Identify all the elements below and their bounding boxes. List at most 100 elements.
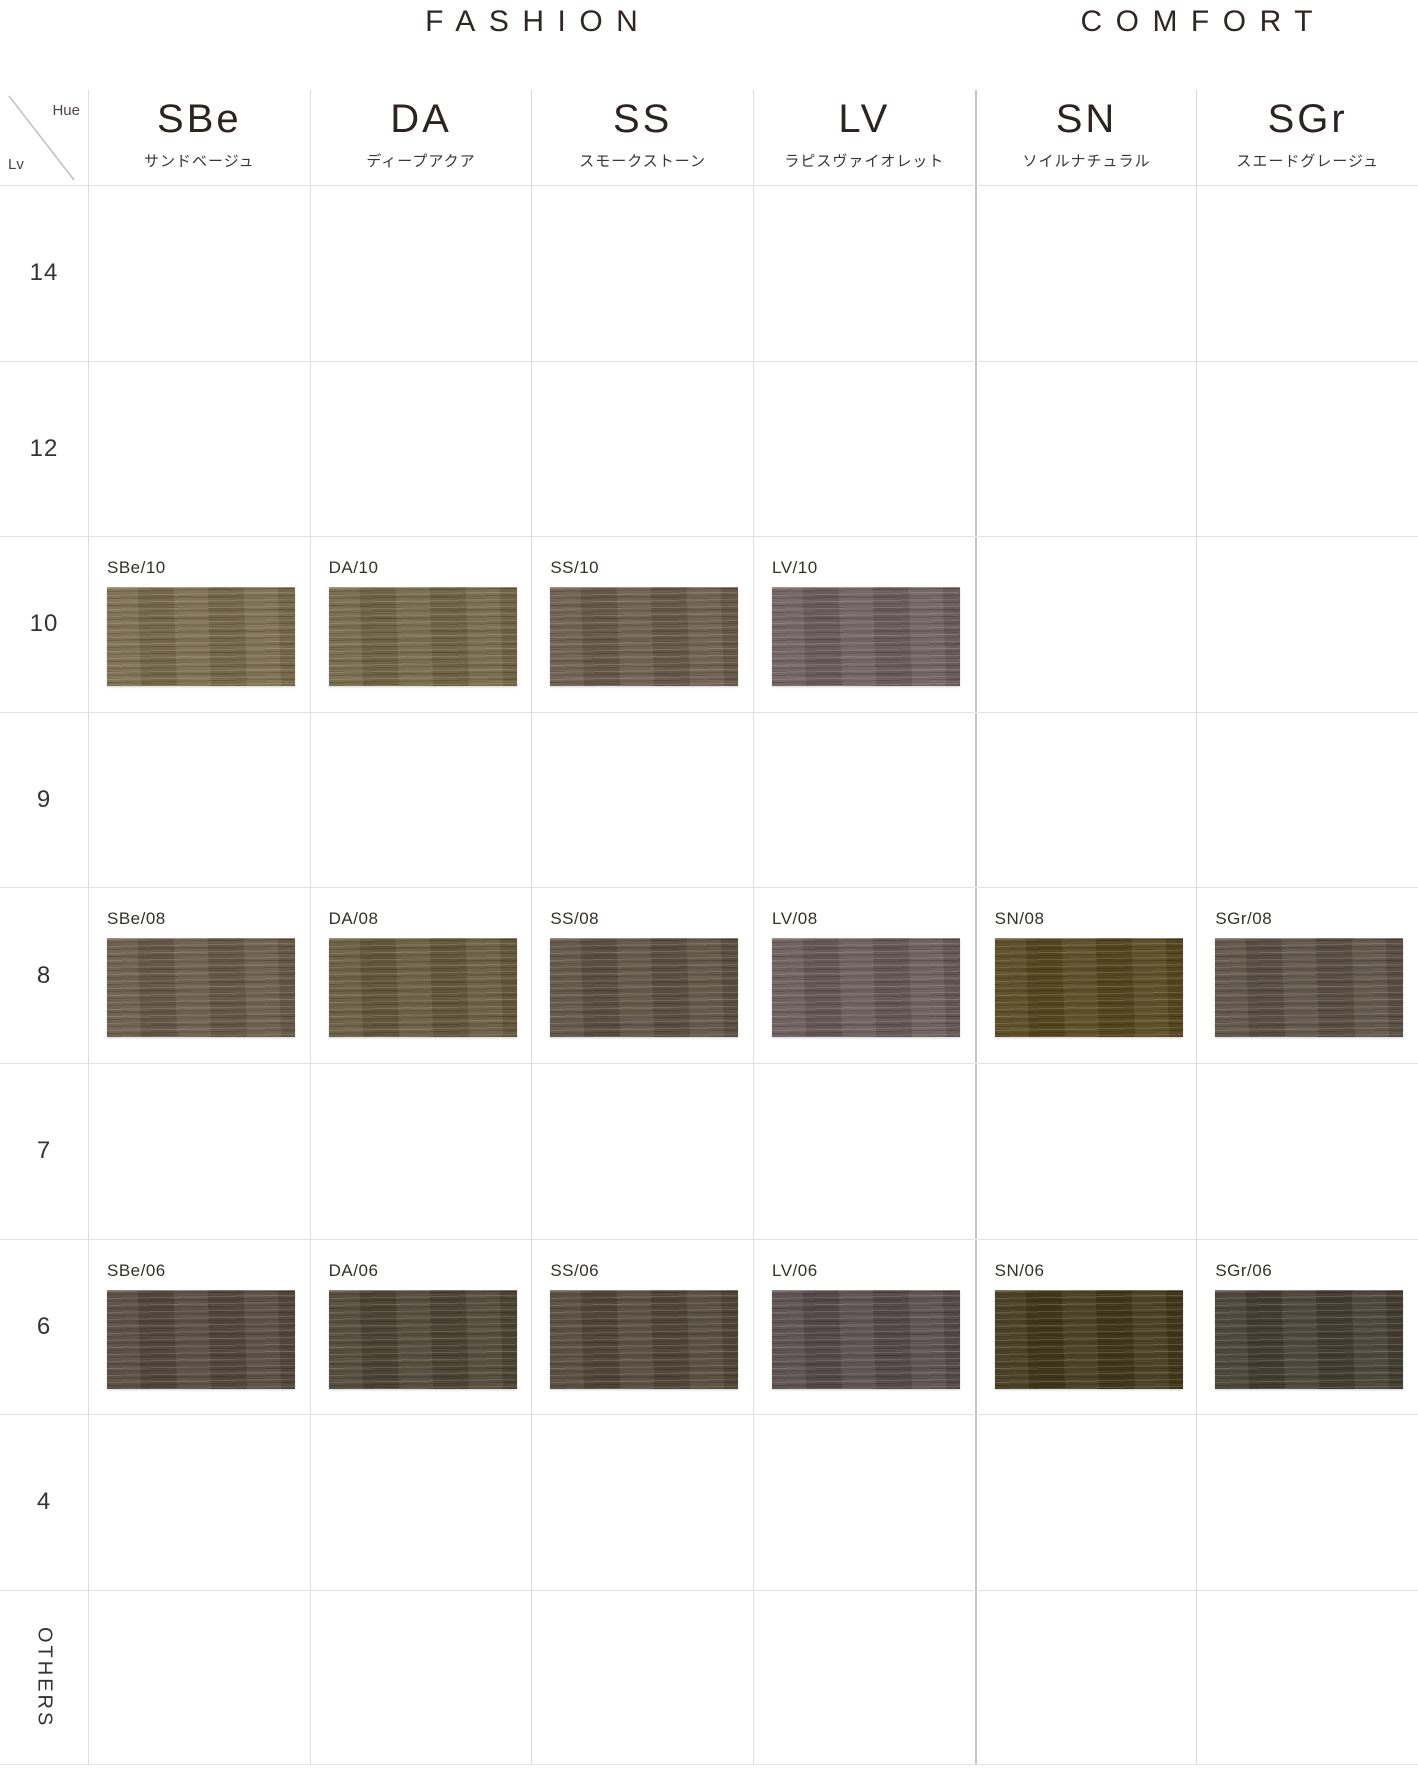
empty-cell: [531, 361, 753, 537]
column-header-sbe: SBe サンドベージュ: [88, 90, 310, 185]
empty-cell: [1196, 537, 1418, 712]
swatch-label: SN/08: [994, 909, 1045, 929]
hair-swatch[interactable]: [550, 587, 739, 687]
hair-swatch[interactable]: [107, 938, 295, 1038]
grid-row-level-6: 6 SBe/06 DA/06 SS/06 LV/06 SN/06 SGr/06: [0, 1238, 1418, 1415]
hair-swatch[interactable]: [994, 938, 1183, 1038]
empty-cell: [88, 1590, 310, 1765]
swatch-cell: SGr/06: [1196, 1239, 1418, 1415]
empty-cell: [974, 537, 1197, 712]
column-header-ss: SS スモークストーン: [531, 90, 753, 185]
empty-cell: [309, 712, 532, 888]
fashion-group-title: FASHION: [425, 5, 652, 38]
swatch-label: SS/10: [550, 558, 600, 578]
level-label: 9: [36, 786, 52, 814]
hair-swatch[interactable]: [1215, 1289, 1404, 1389]
empty-cell: [974, 361, 1197, 537]
hair-swatch[interactable]: [107, 587, 295, 687]
empty-cell: [753, 712, 975, 888]
column-name-ja: スエードグレージュ: [1236, 153, 1379, 170]
column-header-da: DA ディープアクア: [309, 90, 532, 185]
column-code: SS: [612, 97, 673, 141]
hair-swatch[interactable]: [107, 1289, 295, 1389]
empty-cell: [88, 1415, 310, 1590]
empty-cell: [88, 1063, 310, 1239]
empty-cell: [309, 1590, 532, 1765]
empty-cell: [531, 1590, 753, 1765]
empty-cell: [309, 1063, 532, 1239]
level-label: 4: [36, 1488, 52, 1516]
empty-cell: [88, 712, 310, 888]
hair-swatch[interactable]: [1215, 938, 1404, 1038]
swatch-cell: SBe/06: [88, 1239, 310, 1415]
swatch-label: LV/06: [772, 1260, 818, 1280]
hair-swatch[interactable]: [328, 1289, 517, 1389]
empty-cell: [1196, 1063, 1418, 1239]
grid-row-level-others: OTHERS: [0, 1589, 1418, 1766]
hair-swatch[interactable]: [994, 1289, 1183, 1389]
swatch-cell: SBe/10: [88, 537, 310, 712]
lv-axis-label: Lv: [8, 156, 24, 173]
grid-body: 14 12 10 SBe/10 DA/10 SS/10 LV/10 9 8 SBe/08 DA/08…: [0, 185, 1418, 1766]
grid-row-level-12: 12: [0, 360, 1418, 537]
swatch-label: SS/06: [550, 1260, 600, 1280]
swatch-label: SGr/08: [1215, 909, 1273, 929]
empty-cell: [974, 1415, 1197, 1590]
empty-cell: [531, 712, 753, 888]
empty-cell: [531, 186, 753, 361]
empty-cell: [309, 361, 532, 537]
color-grid: Hue Lv SBe サンドベージュ DA ディープアクア SS スモークストー…: [0, 90, 1418, 1766]
swatch-cell: LV/10: [753, 537, 975, 712]
swatch-cell: SS/08: [531, 888, 753, 1063]
hair-swatch[interactable]: [772, 938, 960, 1038]
level-label: 6: [36, 1312, 52, 1340]
grid-row-level-9: 9: [0, 711, 1418, 888]
hair-swatch[interactable]: [328, 587, 517, 687]
swatch-cell: DA/08: [309, 888, 532, 1063]
hue-axis-label: Hue: [52, 102, 80, 119]
hair-swatch[interactable]: [550, 938, 739, 1038]
swatch-label: SS/08: [550, 909, 600, 929]
level-label: 12: [29, 434, 59, 462]
swatch-cell: SS/06: [531, 1239, 753, 1415]
empty-cell: [88, 186, 310, 361]
swatch-label: LV/08: [772, 909, 818, 929]
empty-cell: [753, 186, 975, 361]
swatch-cell: LV/06: [753, 1239, 975, 1415]
swatch-label: SBe/08: [107, 909, 166, 929]
empty-cell: [1196, 361, 1418, 537]
swatch-label: DA/08: [328, 909, 379, 929]
level-label: 7: [36, 1137, 52, 1165]
empty-cell: [974, 712, 1197, 888]
column-code: LV: [838, 97, 891, 141]
grid-row-level-10: 10 SBe/10 DA/10 SS/10 LV/10: [0, 536, 1418, 712]
empty-cell: [974, 186, 1197, 361]
empty-cell: [1196, 712, 1418, 888]
level-label: OTHERS: [33, 1626, 56, 1729]
header-row: Hue Lv SBe サンドベージュ DA ディープアクア SS スモークストー…: [0, 90, 1418, 185]
comfort-group-title: COMFORT: [1080, 5, 1327, 38]
grid-row-level-14: 14: [0, 185, 1418, 361]
column-name-ja: スモークストーン: [579, 153, 707, 170]
hair-swatch[interactable]: [328, 938, 517, 1038]
empty-cell: [753, 361, 975, 537]
empty-cell: [753, 1415, 975, 1590]
swatch-cell: SBe/08: [88, 888, 310, 1063]
hair-swatch[interactable]: [772, 1289, 960, 1389]
column-code: SBe: [157, 97, 242, 141]
empty-cell: [88, 361, 310, 537]
empty-cell: [531, 1415, 753, 1590]
swatch-label: SBe/10: [107, 558, 166, 578]
swatch-cell: SS/10: [531, 537, 753, 712]
swatch-cell: LV/08: [753, 888, 975, 1063]
swatch-label: SGr/06: [1215, 1260, 1273, 1280]
hair-swatch[interactable]: [550, 1289, 739, 1389]
swatch-label: LV/10: [772, 558, 818, 578]
empty-cell: [974, 1590, 1197, 1765]
hair-swatch[interactable]: [772, 587, 960, 687]
column-name-ja: ラピスヴァイオレット: [784, 153, 945, 170]
swatch-label: SBe/06: [107, 1260, 166, 1280]
grid-row-level-7: 7: [0, 1062, 1418, 1239]
column-name-ja: ディープアクア: [366, 153, 476, 170]
swatch-cell: DA/06: [309, 1239, 532, 1415]
